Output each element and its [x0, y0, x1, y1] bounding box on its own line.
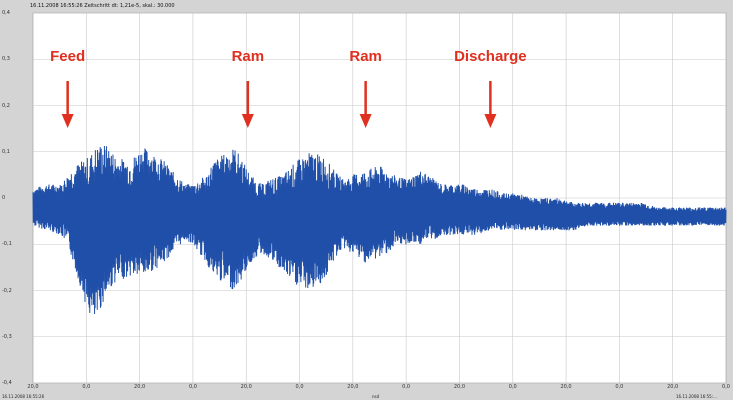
x-tick-label: 20,0: [134, 384, 146, 390]
x-tick-label: 20,0: [560, 384, 572, 390]
x-tick-label: 20,0: [667, 384, 679, 390]
x-tick-label: 0,0: [82, 384, 91, 390]
footer-unit: nsd: [372, 394, 380, 399]
signal-waveform: [32, 146, 727, 314]
annotation-arrow-head: [61, 114, 74, 128]
y-tick-label: 0,2: [2, 102, 10, 109]
annotation-label: Ram: [231, 48, 265, 65]
y-tick-label: -0,3: [2, 333, 12, 340]
annotation-arrow-head: [359, 114, 372, 128]
annotation-label: Feed: [50, 48, 86, 65]
x-tick-label: 0,0: [188, 384, 197, 390]
y-tick-label: -0,4: [2, 380, 12, 386]
annotation-label: Ram: [349, 48, 382, 65]
y-tick-label: 0,3: [2, 56, 10, 63]
x-tick-label: 0,0: [615, 384, 624, 390]
x-tick-label: 20,0: [347, 384, 359, 390]
y-tick-label: -0,2: [2, 287, 12, 294]
y-tick-label: 0,1: [2, 148, 10, 155]
y-tick-label: -0,1: [2, 241, 12, 248]
x-tick-label: 0,0: [402, 384, 411, 390]
header-info: 16.11.2008 16:55:26 Zeitschritt dt: 1,21…: [30, 3, 175, 9]
annotation-arrows: [61, 81, 497, 128]
annotation-arrow-head: [484, 114, 497, 128]
x-tick-label: 20,0: [453, 384, 466, 390]
x-tick-label: 0,0: [722, 384, 730, 390]
y-tick-label: 0,4: [2, 10, 10, 16]
footer-start-time: 16.11.2008 16:55:26: [2, 394, 45, 399]
annotation-arrow-head: [241, 114, 254, 128]
annotation-label: Discharge: [454, 48, 527, 65]
footer-end-time: 16.11.2008 16:55:...: [676, 394, 717, 399]
x-tick-label: 20,0: [27, 384, 39, 390]
y-tick-label: 0: [2, 195, 6, 201]
x-tick-label: 0,0: [295, 384, 304, 390]
x-tick-label: 0,0: [508, 384, 517, 390]
x-tick-label: 20,0: [240, 384, 252, 390]
